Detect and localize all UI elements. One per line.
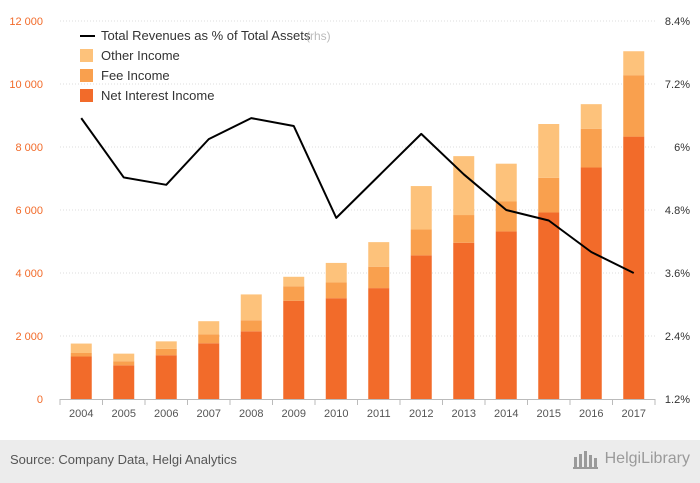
x-tick-label: 2017: [622, 408, 646, 420]
x-tick-label: 2013: [452, 408, 476, 420]
fee-income-bar: [113, 361, 135, 366]
fee-income-bar: [410, 229, 432, 256]
fee-income-bar: [70, 353, 92, 357]
x-tick-label: 2014: [494, 408, 518, 420]
net-interest-income-bar: [113, 365, 135, 399]
net-interest-income-bar: [410, 255, 432, 399]
left-tick-label: 2 000: [15, 331, 43, 343]
x-tick-label: 2010: [324, 408, 348, 420]
legend-fee-income-label: Fee Income: [101, 68, 170, 83]
right-tick-label: 2.4%: [665, 331, 690, 343]
net-interest-income-bar: [70, 356, 92, 399]
other-income-bar: [410, 186, 432, 230]
legend-net-interest-income-label: Net Interest Income: [101, 88, 214, 103]
other-income-bar: [580, 104, 602, 129]
footer-bar: Source: Company Data, Helgi Analytics He…: [0, 440, 700, 483]
right-tick-label: 8.4%: [665, 16, 690, 28]
net-interest-income-bar: [453, 242, 475, 399]
library-icon: [572, 451, 598, 469]
legend-fee-income-swatch: [80, 69, 93, 82]
legend-rhs-note: (rhs): [306, 29, 331, 43]
other-income-bar: [283, 276, 305, 287]
other-income-bar: [113, 353, 135, 362]
x-tick-label: 2009: [282, 408, 306, 420]
net-interest-income-bar: [240, 331, 262, 399]
legend-net-interest-income-swatch: [80, 89, 93, 102]
left-tick-label: 10 000: [9, 79, 43, 91]
left-tick-label: 0: [37, 394, 43, 406]
fee-income-bar: [623, 75, 645, 137]
fee-income-bar: [155, 348, 177, 356]
x-tick-label: 2008: [239, 408, 263, 420]
net-interest-income-bar: [623, 136, 645, 400]
legend-other-income-swatch: [80, 49, 93, 62]
x-tick-label: 2011: [367, 408, 391, 420]
brand-logo: HelgiLibrary: [572, 449, 690, 469]
revenue-ratio-line-path: [80, 117, 635, 274]
fee-income-bar: [240, 320, 262, 332]
gridlines: [60, 20, 655, 400]
other-income-bar: [155, 341, 177, 349]
other-income-bar: [495, 163, 517, 202]
fee-income-bar: [495, 201, 517, 232]
fee-income-bar: [538, 177, 560, 213]
x-tick-label: 2016: [579, 408, 603, 420]
other-income-bar: [368, 242, 390, 267]
net-interest-income-bar: [198, 343, 220, 399]
net-interest-income-bar: [538, 212, 560, 399]
x-tick-label: 2015: [537, 408, 561, 420]
net-interest-income-bar: [368, 288, 390, 399]
other-income-bar: [70, 343, 92, 354]
legend-line-label: Total Revenues as % of Total Assets: [101, 28, 311, 43]
other-income-bar: [240, 294, 262, 321]
x-tick-label: 2004: [69, 408, 93, 420]
legend: Total Revenues as % of Total Assets (rhs…: [80, 28, 331, 103]
brand-name: HelgiLibrary: [604, 450, 690, 467]
source-note: Source: Company Data, Helgi Analytics: [10, 452, 237, 467]
revenue-ratio-line: [80, 117, 635, 274]
fee-income-bar: [453, 215, 475, 243]
net-interest-income-bar: [283, 300, 305, 399]
x-axis-ticks: 2004 2005 2006 2007 2008 2009 2010 2011 2012 2013…: [59, 399, 656, 420]
fee-income-bar: [283, 286, 305, 301]
x-tick-label: 2006: [154, 408, 178, 420]
other-income-bar: [623, 51, 645, 76]
right-tick-label: 4.8%: [665, 205, 690, 217]
other-income-bar: [453, 156, 475, 216]
right-tick-label: 3.6%: [665, 268, 690, 280]
chart: 0 2 000 4 000 6 000 8 000 10 000 12 000 1.2% 2.…: [9, 16, 690, 420]
right-axis-ticks: 1.2% 2.4% 3.6% 4.8% 6% 7.2% 8.4%: [665, 16, 690, 406]
net-interest-income-bar: [580, 167, 602, 399]
other-income-bar: [538, 124, 560, 178]
other-income-bar: [198, 321, 220, 335]
fee-income-bar: [198, 334, 220, 344]
left-tick-label: 8 000: [15, 142, 43, 154]
left-axis-ticks: 0 2 000 4 000 6 000 8 000 10 000 12 000: [9, 16, 43, 406]
fee-income-bar: [325, 282, 347, 299]
right-tick-label: 7.2%: [665, 79, 690, 91]
left-tick-label: 12 000: [9, 16, 43, 28]
fee-income-bar: [580, 128, 602, 168]
bars: [70, 51, 645, 400]
other-income-bar: [325, 262, 347, 283]
x-tick-label: 2007: [197, 408, 221, 420]
net-interest-income-bar: [155, 355, 177, 399]
net-interest-income-bar: [325, 298, 347, 399]
right-tick-label: 6%: [674, 142, 690, 154]
net-interest-income-bar: [495, 231, 517, 399]
x-tick-label: 2005: [112, 408, 136, 420]
legend-other-income-label: Other Income: [101, 48, 180, 63]
left-tick-label: 6 000: [15, 205, 43, 217]
x-tick-label: 2012: [409, 408, 433, 420]
right-tick-label: 1.2%: [665, 394, 690, 406]
left-tick-label: 4 000: [15, 268, 43, 280]
fee-income-bar: [368, 266, 390, 289]
